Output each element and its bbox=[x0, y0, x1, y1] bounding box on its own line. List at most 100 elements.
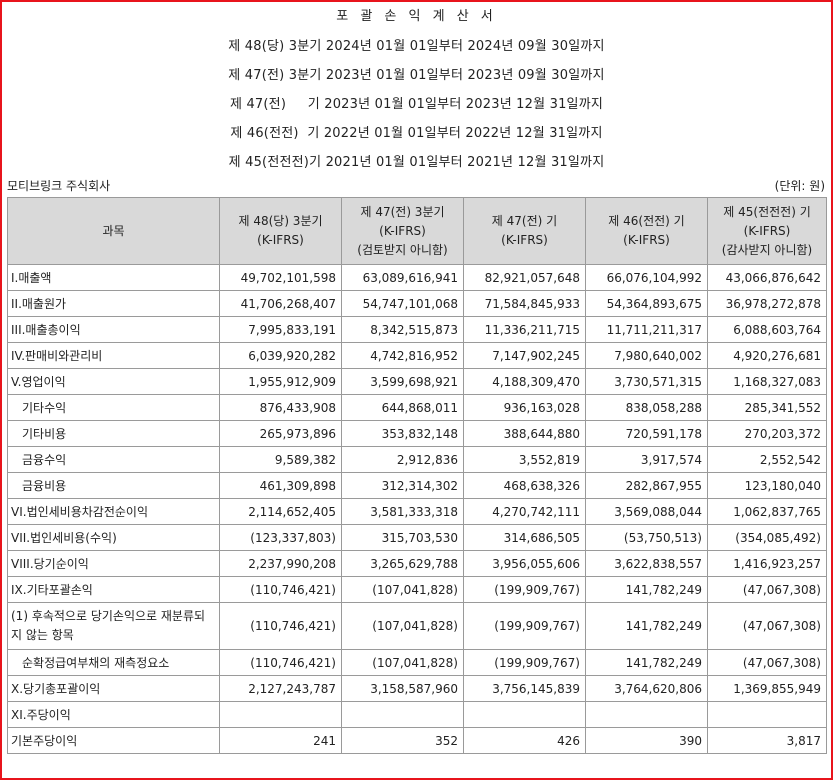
row-value: 3,581,333,318 bbox=[341, 498, 464, 525]
row-label: 금융비용 bbox=[7, 472, 220, 499]
row-value: 54,747,101,068 bbox=[341, 290, 464, 317]
table-row: IV.판매비와관리비 6,039,920,282 4,742,816,952 7,14… bbox=[7, 342, 827, 369]
table-row: II.매출원가 41,706,268,407 54,747,101,068 71,58… bbox=[7, 290, 827, 317]
row-value: 2,114,652,405 bbox=[219, 498, 342, 525]
row-value: (354,085,492) bbox=[707, 524, 827, 551]
row-value: 461,309,898 bbox=[219, 472, 342, 499]
table-row: 기타비용 265,973,896 353,832,148 388,644,880 720… bbox=[7, 420, 827, 447]
row-label: 기본주당이익 bbox=[7, 727, 220, 754]
row-value: 71,584,845,933 bbox=[463, 290, 586, 317]
row-value: 314,686,505 bbox=[463, 524, 586, 551]
row-label: II.매출원가 bbox=[7, 290, 220, 317]
row-value: 54,364,893,675 bbox=[585, 290, 708, 317]
row-label: 순확정급여부채의 재측정요소 bbox=[7, 649, 220, 676]
row-value bbox=[463, 701, 586, 728]
row-label: IX.기타포괄손익 bbox=[7, 576, 220, 603]
row-value: 43,066,876,642 bbox=[707, 264, 827, 291]
row-value: (47,067,308) bbox=[707, 649, 827, 676]
table-row: 순확정급여부채의 재측정요소 (110,746,421) (107,041,828)… bbox=[7, 649, 827, 676]
row-value: 312,314,302 bbox=[341, 472, 464, 499]
row-value: (107,041,828) bbox=[341, 649, 464, 676]
row-value: 3,756,145,839 bbox=[463, 675, 586, 702]
row-value: 3,764,620,806 bbox=[585, 675, 708, 702]
row-value: 49,702,101,598 bbox=[219, 264, 342, 291]
row-value: 4,188,309,470 bbox=[463, 368, 586, 395]
income-statement-table: 과목 제 48(당) 3분기 (K-IFRS) 제 47(전) 3분기 (K-IFR… bbox=[7, 197, 827, 754]
row-label: IV.판매비와관리비 bbox=[7, 342, 220, 369]
row-label: VII.법인세비용(수익) bbox=[7, 524, 220, 551]
row-value: 6,039,920,282 bbox=[219, 342, 342, 369]
row-value: 388,644,880 bbox=[463, 420, 586, 447]
header-col-2: 제 47(전) 3분기 (K-IFRS) (검토받지 아니함) bbox=[341, 197, 464, 265]
period-line: 제 45(전전전)기 2021년 01월 01일부터 2021년 12월 31일… bbox=[228, 155, 605, 170]
header-col-3: 제 47(전) 기 (K-IFRS) bbox=[463, 197, 586, 265]
row-value: 352 bbox=[341, 727, 464, 754]
row-value: (110,746,421) bbox=[219, 576, 342, 603]
row-value: 1,168,327,083 bbox=[707, 368, 827, 395]
row-value: 426 bbox=[463, 727, 586, 754]
table-row: VIII.당기순이익 2,237,990,208 3,265,629,788 3,95… bbox=[7, 550, 827, 577]
row-value: 82,921,057,648 bbox=[463, 264, 586, 291]
row-label: VI.법인세비용차감전순이익 bbox=[7, 498, 220, 525]
row-value: (110,746,421) bbox=[219, 602, 342, 650]
row-value: 390 bbox=[585, 727, 708, 754]
document-heading: 포 괄 손 익 계 산 서 제 48(당) 3분기 2024년 01월 01일부… bbox=[2, 2, 831, 177]
row-value: (110,746,421) bbox=[219, 649, 342, 676]
row-value: 41,706,268,407 bbox=[219, 290, 342, 317]
row-label: VIII.당기순이익 bbox=[7, 550, 220, 577]
row-value: 270,203,372 bbox=[707, 420, 827, 447]
row-value: (199,909,767) bbox=[463, 576, 586, 603]
row-value: 2,127,243,787 bbox=[219, 675, 342, 702]
row-value: 9,589,382 bbox=[219, 446, 342, 473]
row-value: 7,147,902,245 bbox=[463, 342, 586, 369]
row-value: (47,067,308) bbox=[707, 602, 827, 650]
table-row: 금융비용 461,309,898 312,314,302 468,638,326 282… bbox=[7, 472, 827, 499]
row-value: 3,265,629,788 bbox=[341, 550, 464, 577]
row-value: 3,956,055,606 bbox=[463, 550, 586, 577]
meta-row: 모티브링크 주식회사 (단위: 원) bbox=[2, 175, 831, 197]
period-line: 제 46(전전) 기 2022년 01월 01일부터 2022년 12월 31일… bbox=[230, 126, 603, 141]
row-value bbox=[341, 701, 464, 728]
row-value: 7,980,640,002 bbox=[585, 342, 708, 369]
row-value: 838,058,288 bbox=[585, 394, 708, 421]
statement-title: 포 괄 손 익 계 산 서 bbox=[336, 9, 497, 24]
row-value: 11,711,211,317 bbox=[585, 316, 708, 343]
row-value: 8,342,515,873 bbox=[341, 316, 464, 343]
table-row: I.매출액 49,702,101,598 63,089,616,941 82,921,… bbox=[7, 264, 827, 291]
row-value: 36,978,272,878 bbox=[707, 290, 827, 317]
row-value bbox=[707, 701, 827, 728]
row-value: 3,622,838,557 bbox=[585, 550, 708, 577]
row-value: 11,336,211,715 bbox=[463, 316, 586, 343]
row-value: 7,995,833,191 bbox=[219, 316, 342, 343]
row-value: 1,062,837,765 bbox=[707, 498, 827, 525]
table-row: (1) 후속적으로 당기손익으로 재분류되지 않는 항목 (110,746,421… bbox=[7, 602, 827, 650]
row-value: 141,782,249 bbox=[585, 602, 708, 650]
row-value: (107,041,828) bbox=[341, 602, 464, 650]
header-col-4: 제 46(전전) 기 (K-IFRS) bbox=[585, 197, 708, 265]
row-value: 63,089,616,941 bbox=[341, 264, 464, 291]
header-item: 과목 bbox=[7, 197, 220, 265]
table-row: VI.법인세비용차감전순이익 2,114,652,405 3,581,333,318… bbox=[7, 498, 827, 525]
row-value: (107,041,828) bbox=[341, 576, 464, 603]
row-value: 123,180,040 bbox=[707, 472, 827, 499]
row-value: 3,917,574 bbox=[585, 446, 708, 473]
row-value: 468,638,326 bbox=[463, 472, 586, 499]
table-row: III.매출총이익 7,995,833,191 8,342,515,873 11,33… bbox=[7, 316, 827, 343]
row-value: (123,337,803) bbox=[219, 524, 342, 551]
table-row: VII.법인세비용(수익) (123,337,803) 315,703,530 314… bbox=[7, 524, 827, 551]
row-label: V.영업이익 bbox=[7, 368, 220, 395]
row-value: 241 bbox=[219, 727, 342, 754]
row-label: III.매출총이익 bbox=[7, 316, 220, 343]
table-row: V.영업이익 1,955,912,909 3,599,698,921 4,188,30… bbox=[7, 368, 827, 395]
row-value: 2,912,836 bbox=[341, 446, 464, 473]
table-row: 기본주당이익 241 352 426 390 3,817 bbox=[7, 727, 827, 754]
row-value: 3,552,819 bbox=[463, 446, 586, 473]
row-value: 2,237,990,208 bbox=[219, 550, 342, 577]
row-label: 금융수익 bbox=[7, 446, 220, 473]
company-name: 모티브링크 주식회사 bbox=[7, 179, 111, 193]
row-value: 3,158,587,960 bbox=[341, 675, 464, 702]
row-value: 66,076,104,992 bbox=[585, 264, 708, 291]
row-value: 936,163,028 bbox=[463, 394, 586, 421]
table-row: X.당기총포괄이익 2,127,243,787 3,158,587,960 3,756… bbox=[7, 675, 827, 702]
